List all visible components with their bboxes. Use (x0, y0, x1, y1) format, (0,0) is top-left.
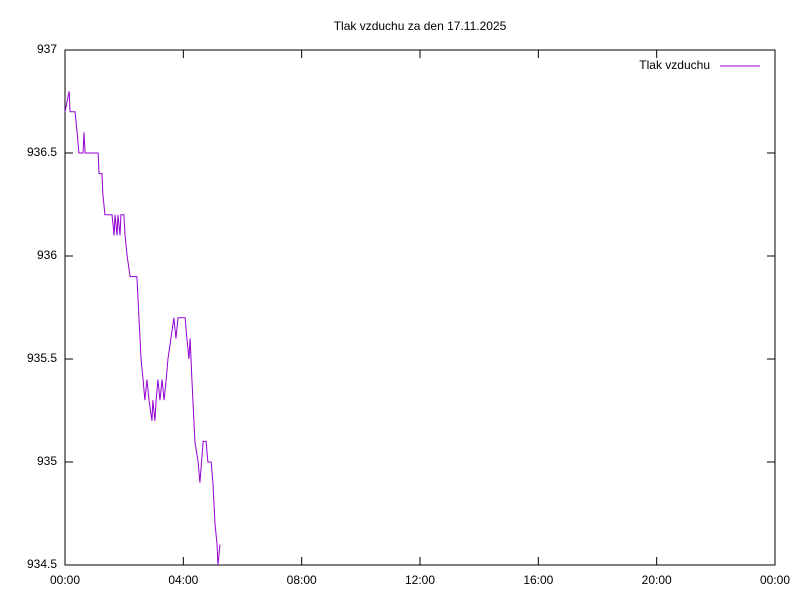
x-tick-label: 20:00 (642, 573, 672, 587)
y-tick-label: 936.5 (27, 145, 57, 159)
y-tick-label: 937 (37, 42, 57, 56)
x-tick-label: 00:00 (760, 573, 790, 587)
x-tick-label: 04:00 (168, 573, 198, 587)
data-line (64, 91, 221, 566)
legend-label: Tlak vzduchu (639, 58, 710, 72)
x-tick-label: 16:00 (523, 573, 553, 587)
y-tick-label: 934.5 (27, 557, 57, 571)
x-tick-label: 00:00 (50, 573, 80, 587)
y-tick-label: 936 (37, 248, 57, 262)
x-tick-label: 08:00 (287, 573, 317, 587)
y-tick-label: 935.5 (27, 351, 57, 365)
y-tick-label: 935 (37, 454, 57, 468)
x-tick-label: 12:00 (405, 573, 435, 587)
chart-title: Tlak vzduchu za den 17.11.2025 (334, 19, 507, 33)
